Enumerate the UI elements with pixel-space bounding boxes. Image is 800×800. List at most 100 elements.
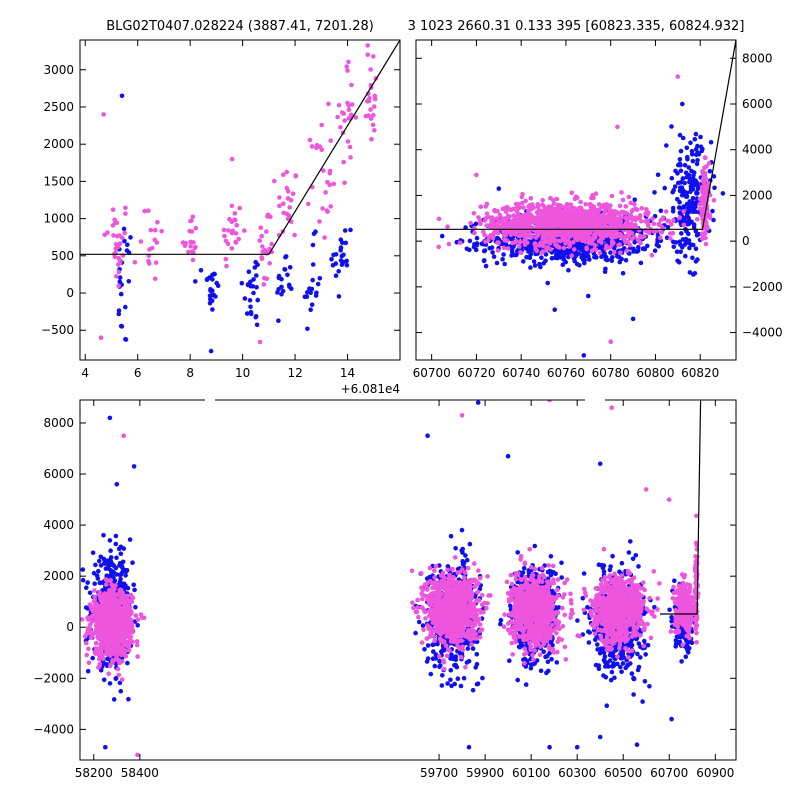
top-left-blue-point	[244, 311, 250, 316]
top-right-blue-point	[617, 254, 622, 260]
top-right-blue-point	[501, 252, 506, 257]
top-right-magenta-point	[520, 200, 525, 206]
top-right-blue-point	[691, 224, 697, 230]
top-right-magenta-point	[631, 234, 637, 240]
bottom-blue-point	[608, 677, 614, 683]
top-right-magenta-point	[517, 240, 522, 245]
top-right-blue-point	[543, 252, 549, 257]
bottom-blue-point	[475, 681, 481, 686]
top-left-magenta-point	[339, 110, 345, 115]
top-right-magenta-point	[573, 210, 579, 216]
top-right-blue-point	[677, 132, 683, 138]
top-left-magenta-point	[229, 156, 235, 162]
top-right-blue-point	[684, 201, 690, 207]
bottom-blue-point	[113, 565, 119, 571]
bottom-blue-point	[80, 577, 86, 583]
top-right-magenta-point	[484, 201, 490, 207]
top-right-magenta-point	[545, 217, 550, 222]
top-right-magenta-point	[701, 179, 707, 184]
top-right-blue-point	[562, 249, 567, 254]
top-left-xtick-label: 12	[287, 366, 302, 380]
bottom-blue-point	[87, 590, 93, 596]
bottom-blue-point	[620, 661, 626, 666]
top-right-magenta-point	[595, 230, 601, 236]
top-left-blue-point	[308, 307, 314, 313]
top-left-blue-point	[253, 259, 258, 265]
top-right-magenta-point	[608, 221, 613, 227]
top-left-magenta-point	[237, 205, 242, 211]
top-left-blue-point	[310, 262, 316, 267]
top-left-blue-point	[309, 286, 315, 292]
top-right-magenta-point	[513, 223, 518, 229]
top-left-magenta-point	[320, 206, 325, 211]
top-right-magenta-point	[529, 225, 534, 230]
bottom-blue-point	[118, 551, 124, 556]
top-left-ytick-label: −500	[41, 323, 74, 337]
top-right-blue-point	[614, 238, 620, 243]
top-left-magenta-point	[321, 168, 326, 173]
top-right-magenta-point	[623, 240, 628, 245]
top-right-blue-point	[608, 250, 613, 255]
top-right-magenta-point	[617, 203, 623, 209]
top-left-magenta-point	[98, 335, 104, 341]
bottom-blue-point	[586, 640, 592, 645]
top-right-magenta-point	[537, 241, 543, 247]
bottom-blue-point	[83, 605, 89, 610]
bottom-blue-point	[457, 651, 463, 656]
bottom-blue-point	[515, 677, 520, 683]
top-right-magenta-point	[669, 221, 674, 227]
bottom-blue-point	[470, 646, 476, 651]
top-left-magenta-point	[372, 93, 378, 99]
top-left-blue-point	[254, 322, 260, 328]
top-left-xtick-label: 8	[186, 366, 194, 380]
top-right-magenta-point	[637, 213, 643, 218]
bottom-blue-point	[618, 664, 623, 670]
top-left-magenta-point	[189, 249, 195, 254]
bottom-blue-point	[612, 675, 617, 681]
top-right-blue-point	[689, 207, 695, 212]
top-left-blue-point	[119, 93, 125, 99]
top-right-magenta-point	[521, 222, 527, 227]
top-right-magenta-point	[436, 216, 442, 222]
top-right-magenta-point	[497, 212, 503, 218]
top-right-magenta-point	[634, 207, 640, 212]
top-right-magenta-point	[528, 196, 534, 201]
top-right-magenta-point	[484, 223, 490, 228]
top-right-magenta-point	[602, 209, 608, 215]
top-right-magenta-point	[529, 219, 535, 225]
bottom-blue-point	[515, 550, 520, 555]
top-left-blue-point	[248, 309, 254, 315]
bottom-blue-point	[416, 619, 422, 625]
bottom-blue-point	[595, 647, 600, 652]
top-right-magenta-point	[543, 238, 549, 243]
bottom-blue-point	[113, 675, 119, 681]
top-left-magenta-point	[365, 43, 371, 48]
bottom-blue-point	[643, 652, 648, 657]
top-right-magenta-point	[605, 217, 611, 222]
top-left-blue-point	[315, 281, 321, 287]
top-left-magenta-point	[272, 178, 277, 184]
top-right-blue-point	[494, 260, 500, 266]
bottom-plot-area	[80, 400, 702, 758]
top-right-magenta-point	[471, 211, 477, 216]
bottom-blue-point	[470, 687, 476, 693]
top-right-magenta-point	[700, 206, 706, 212]
top-right-magenta-point	[646, 210, 651, 215]
top-right-blue-point	[656, 243, 661, 249]
top-right-blue-point	[694, 191, 699, 196]
top-left-magenta-point	[372, 128, 377, 133]
top-right-blue-point	[698, 144, 704, 150]
bottom-blue-point	[683, 654, 689, 660]
top-left-magenta-point	[323, 190, 328, 195]
top-right-magenta-point	[517, 244, 522, 249]
top-left-magenta-point	[346, 59, 351, 65]
top-right-blue-point	[688, 140, 693, 146]
top-right-blue-point	[617, 259, 623, 265]
top-left-magenta-point	[114, 274, 119, 279]
top-left-magenta-point	[223, 238, 229, 244]
top-left-magenta-point	[328, 138, 334, 143]
top-right-ytick-label: 2000	[742, 188, 773, 202]
top-right-magenta-point	[498, 219, 503, 224]
bottom-blue-point	[631, 676, 637, 682]
